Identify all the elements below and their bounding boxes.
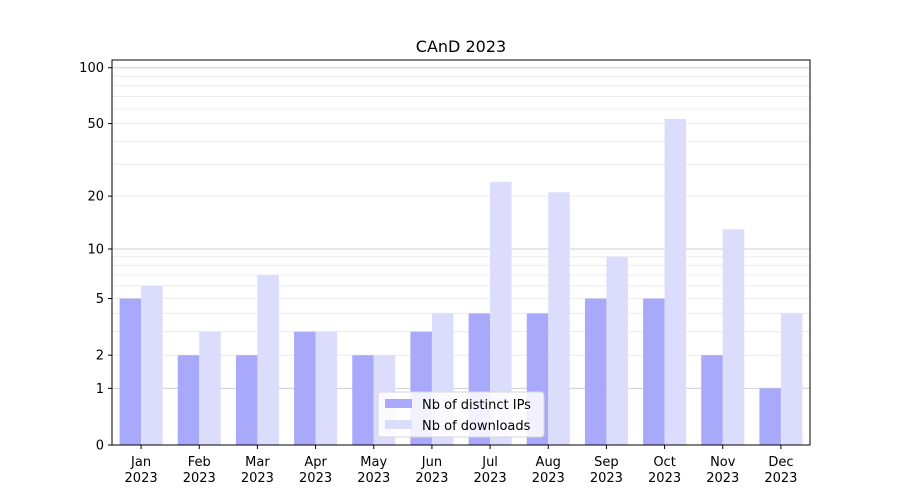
x-tick-label-year: 2023 [532, 471, 565, 486]
x-tick-label-month: Dec [768, 455, 793, 470]
y-tick-label: 0 [96, 439, 104, 454]
bar-downloads-jan [141, 285, 163, 445]
x-tick-label-month: Apr [304, 455, 327, 470]
x-tick-label-year: 2023 [706, 471, 739, 486]
y-tick-label: 2 [96, 349, 104, 364]
bar-downloads-dec [780, 313, 803, 445]
bar-distinct-ips-oct [643, 298, 665, 445]
legend-box [377, 391, 545, 438]
chart-title: CAnD 2023 [416, 37, 506, 56]
y-tick-label: 20 [87, 190, 104, 205]
x-tick-label-month: Nov [710, 455, 736, 470]
x-tick-label-year: 2023 [125, 471, 158, 486]
x-tick-label-year: 2023 [299, 471, 332, 486]
bar-downloads-feb [199, 331, 221, 445]
y-tick-label: 50 [87, 117, 104, 132]
x-tick-label-month: Jun [421, 455, 442, 470]
x-tick-label-year: 2023 [357, 471, 390, 486]
bar-distinct-ips-feb [177, 355, 200, 445]
x-tick-label-year: 2023 [590, 471, 623, 486]
x-tick-label-year: 2023 [648, 471, 681, 486]
bar-downloads-aug [548, 192, 570, 445]
legend: Nb of distinct IPs Nb of downloads [377, 391, 545, 438]
y-tick-label: 1 [96, 382, 104, 397]
legend-swatch [385, 399, 412, 408]
bar-downloads-mar [257, 275, 279, 445]
bar-downloads-oct [664, 118, 687, 445]
x-tick-label-month: Aug [536, 455, 561, 470]
x-tick-label-month: Jan [130, 455, 151, 470]
axes: 0125102050100Jan2023Feb2023Mar2023Apr202… [79, 59, 811, 486]
plot-frame [111, 59, 811, 446]
bar-distinct-ips-nov [701, 355, 723, 445]
bar-downloads-nov [722, 229, 745, 445]
x-tick-label-month: Feb [188, 455, 211, 470]
x-tick-label-month: Oct [653, 455, 675, 470]
bar-distinct-ips-mar [235, 355, 258, 445]
y-tick-label: 100 [79, 61, 104, 76]
legend-swatch [385, 420, 412, 429]
x-tick-label-year: 2023 [764, 471, 797, 486]
legend-label: Nb of distinct IPs [422, 398, 531, 413]
bar-downloads-apr [315, 331, 338, 445]
x-tick-label-month: May [360, 455, 387, 470]
bar-distinct-ips-may [352, 355, 374, 445]
x-tick-label-year: 2023 [415, 471, 448, 486]
x-tick-label-month: Sep [594, 455, 619, 470]
bar-downloads-jul [490, 181, 512, 446]
bar-distinct-ips-sep [584, 298, 607, 445]
x-tick-label-month: Mar [245, 455, 270, 470]
legend-label: Nb of downloads [422, 419, 531, 434]
bar-distinct-ips-jan [119, 298, 142, 445]
y-tick-label: 5 [96, 292, 104, 307]
bar-distinct-ips-apr [294, 331, 316, 445]
y-tick-label: 10 [87, 242, 104, 257]
x-tick-label-month: Jul [481, 455, 498, 470]
bar-downloads-sep [606, 256, 628, 445]
x-tick-label-year: 2023 [474, 471, 507, 486]
x-tick-label-year: 2023 [183, 471, 216, 486]
bar-distinct-ips-dec [759, 388, 781, 445]
x-tick-label-year: 2023 [241, 471, 274, 486]
grid-lines [112, 67, 810, 389]
